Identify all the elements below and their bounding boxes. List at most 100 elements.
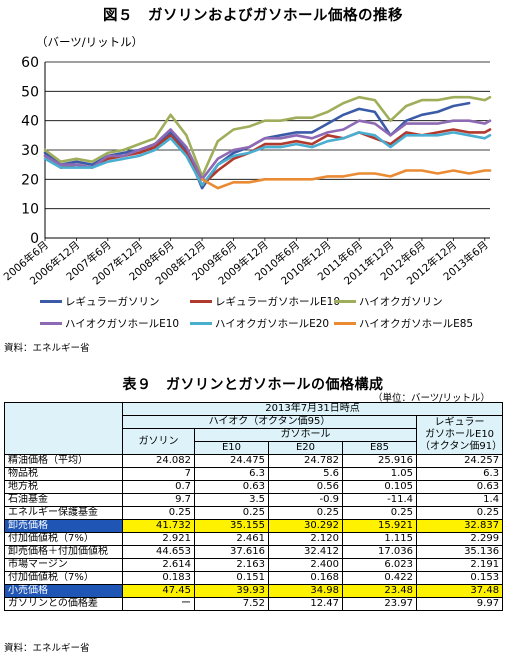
series-line-3 [43, 119, 492, 181]
legend-item: ハイオクガソホールE85 [334, 316, 473, 331]
row-label: 卸売価格 [4, 519, 123, 533]
row-label: 精油価格（平均） [4, 454, 123, 468]
price-line-chart: 01020304050602006年6月2006年12月2007年6月2007年… [1, 55, 492, 288]
regular-header-line1: レギュラー [434, 417, 485, 428]
table-cell: 3.5 [194, 493, 269, 507]
y-tick-label: 20 [21, 172, 39, 188]
legend-label: レギュラーガソホールE10 [215, 296, 340, 308]
table-row: 付加価値税（7%） 2.921 2.461 2.120 1.115 2.299 [4, 532, 504, 546]
table-source: 資料：エネルギー省 [4, 643, 90, 654]
legend-label: ハイオクガソホールE20 [215, 318, 330, 330]
legend-label: ハイオクガソホールE85 [359, 318, 474, 330]
y-tick-label: 10 [21, 202, 39, 218]
table-cell: 0.56 [268, 480, 343, 494]
row-label: 付加価値税（7%） [4, 571, 123, 585]
table-row: ガソリンとの価格差ー 7.52 12.47 23.97 9.97 [4, 597, 504, 611]
table-cell: -0.9 [268, 493, 343, 507]
table-cell: 0.25 [194, 506, 269, 520]
table-cell: 23.48 [342, 584, 417, 598]
col-e85-header: E85 [342, 441, 417, 455]
table-cell: 35.136 [415, 545, 504, 559]
chart-unit-label: （バーツ/リットル） [36, 35, 144, 49]
y-tick-label: 0 [30, 231, 39, 247]
hiok-header: ハイオク（オクタン価95） [122, 415, 417, 429]
table-row: 付加価値税（7%） 0.183 0.151 0.168 0.422 0.153 [4, 571, 504, 585]
legend-swatch [334, 322, 356, 325]
table-cell: 0.183 [122, 571, 195, 585]
table-title: 表９ ガソリンとガソホールの価格構成 [122, 377, 384, 393]
y-tick-label: 60 [21, 55, 39, 71]
table-cell: 30.292 [268, 519, 343, 533]
table-cell: 6.3 [415, 467, 504, 481]
table-cell: 0.422 [342, 571, 417, 585]
table-cell: 2.921 [122, 532, 195, 546]
table-cell: 41.732 [122, 519, 195, 533]
table-cell: 0.25 [415, 506, 504, 520]
table-row: 卸売価格 41.732 35.155 30.292 15.921 32.837 [4, 519, 504, 533]
row-label: 物品税 [4, 467, 123, 481]
legend-item: ハイオクガソホールE10 [40, 316, 179, 331]
table-row: 精油価格（平均） 24.082 24.475 24.782 25.916 24.257 [4, 454, 504, 468]
table-corner-cell [4, 402, 123, 455]
col-e10-header: E10 [194, 441, 269, 455]
table-cell: 17.036 [342, 545, 417, 559]
gasoline-header: ガソリン [122, 428, 195, 455]
table-cell: 47.45 [122, 584, 195, 598]
table-cell: 6.3 [194, 467, 269, 481]
table-cell: 0.7 [122, 480, 195, 494]
series-line-2 [43, 95, 492, 178]
series-line-5 [200, 169, 492, 190]
legend-swatch [40, 300, 62, 303]
y-tick-label: 40 [21, 114, 39, 130]
table-cell: 0.25 [122, 506, 195, 520]
table-cell: 32.412 [268, 545, 343, 559]
row-label: 石油基金 [4, 493, 123, 507]
table-row: 卸売価格＋付加価値税 44.653 37.616 32.412 17.036 35.136 [4, 545, 504, 559]
table-cell: 2.163 [194, 558, 269, 572]
series-line-4 [43, 131, 492, 187]
table-cell: 7 [122, 467, 195, 481]
y-tick-label: 50 [21, 84, 39, 100]
legend-swatch [190, 300, 212, 303]
table-cell: 2.614 [122, 558, 195, 572]
table-cell: 0.63 [194, 480, 269, 494]
table-cell: 1.05 [342, 467, 417, 481]
series-line-0 [43, 101, 471, 190]
table-cell: 32.837 [415, 519, 504, 533]
table-cell: 0.151 [194, 571, 269, 585]
row-label: 卸売価格＋付加価値税 [4, 545, 123, 559]
table-cell: 0.25 [268, 506, 343, 520]
legend-swatch [40, 322, 62, 325]
row-label: 付加価値税（7%） [4, 532, 123, 546]
table-cell: 9.7 [122, 493, 195, 507]
row-label: 小売価格 [4, 584, 123, 598]
table-cell: 12.47 [268, 597, 343, 611]
price-structure-table: 2013年7月31日時点 ハイオク（オクタン価95） レギュラー ガソホールE1… [4, 402, 504, 611]
table-cell: 23.97 [342, 597, 417, 611]
table-cell: 37.48 [415, 584, 504, 598]
table-cell: 34.98 [268, 584, 343, 598]
legend-item: ハイオクガソリン [334, 294, 443, 309]
table-row: 石油基金 9.7 3.5 -0.9 -11.4 1.4 [4, 493, 504, 507]
table-row: エネルギー保護基金 0.25 0.25 0.25 0.25 0.25 [4, 506, 504, 520]
regular-header-line3: （オクタン価91） [420, 441, 503, 452]
table-cell: 0.25 [342, 506, 417, 520]
col-e20-header: E20 [268, 441, 343, 455]
table-cell: 7.52 [194, 597, 269, 611]
row-label: ガソリンとの価格差 [4, 597, 123, 611]
table-cell: 24.475 [194, 454, 269, 468]
date-header: 2013年7月31日時点 [121, 402, 504, 416]
table-cell: 15.921 [342, 519, 417, 533]
table-cell: 24.082 [122, 454, 195, 468]
table-cell: 2.461 [194, 532, 269, 546]
table-cell: -11.4 [342, 493, 417, 507]
chart-legend: レギュラーガソリン レギュラーガソホールE10 ハイオクガソリン ハイオクガソホールE… [40, 294, 506, 336]
table-cell: 37.616 [194, 545, 269, 559]
table-cell: 44.653 [122, 545, 195, 559]
table-cell: 0.153 [415, 571, 504, 585]
regular-gasohol-header: レギュラー ガソホールE10 （オクタン価91） [415, 415, 504, 455]
row-label: 市場マージン [4, 558, 123, 572]
table-cell: 6.023 [342, 558, 417, 572]
table-cell: 35.155 [194, 519, 269, 533]
table-cell: 9.97 [415, 597, 504, 611]
